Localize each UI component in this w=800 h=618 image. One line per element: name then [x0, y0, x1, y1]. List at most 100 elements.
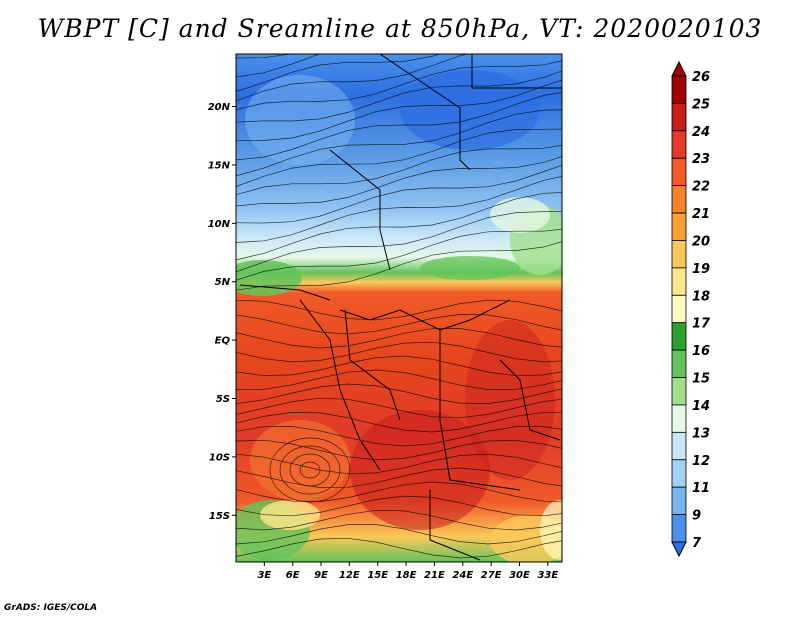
colorbar-segment — [671, 157, 687, 187]
colorbar-label: 16 — [692, 344, 710, 359]
colorbar-label: 19 — [692, 262, 710, 277]
streamline — [236, 164, 562, 224]
colorbar-label: 18 — [692, 289, 710, 304]
lat-label: 10S — [209, 452, 230, 463]
colorbar-label: 22 — [692, 180, 710, 195]
lon-label: 30E — [509, 570, 530, 581]
wbpt-field — [236, 54, 562, 562]
lon-label: 6E — [286, 570, 300, 581]
streamline — [236, 70, 562, 123]
streamline — [236, 54, 321, 78]
streamline — [236, 54, 293, 59]
streamline — [236, 314, 562, 335]
streamline — [236, 92, 562, 161]
streamline — [236, 176, 562, 243]
colorbar-label: 15 — [692, 372, 710, 387]
colorbar-label: 9 — [692, 509, 701, 524]
streamline — [236, 328, 562, 349]
streamline — [236, 109, 562, 177]
streamline — [236, 54, 469, 102]
colorbar-label: 26 — [692, 70, 710, 85]
map-frame — [235, 53, 563, 563]
lat-label: EQ — [215, 336, 231, 347]
colorbar-label: 13 — [692, 426, 710, 441]
colorbar-label: 23 — [692, 152, 710, 167]
streamline — [236, 509, 562, 531]
streamline-vortex — [269, 437, 351, 503]
streamline — [236, 54, 441, 92]
lat-label: 15S — [209, 511, 230, 522]
colorbar-segment — [671, 322, 687, 351]
colorbar-label: 14 — [692, 399, 710, 414]
colorbar-label: 24 — [692, 125, 710, 140]
streamline — [236, 397, 562, 419]
colorbar-label: 11 — [692, 481, 710, 496]
streamline-vortex — [289, 453, 331, 487]
lon-label: 27E — [481, 570, 502, 581]
streamline — [236, 192, 562, 261]
streamline — [236, 299, 562, 321]
colorbar-segment — [671, 514, 687, 543]
streamline — [236, 79, 562, 141]
colorbar-label: 25 — [692, 97, 710, 112]
colorbar-segment — [671, 75, 687, 104]
lon-label: 24E — [452, 570, 473, 581]
streamline — [236, 228, 562, 281]
colorbar-label: 17 — [692, 317, 711, 332]
colorbar-segment — [671, 294, 687, 324]
streamline — [236, 537, 562, 559]
colorbar-top-arrow — [671, 60, 687, 77]
streamline — [236, 60, 562, 110]
grads-credit: GrADS: IGES/COLA — [4, 603, 98, 613]
streamline — [236, 211, 562, 273]
lat-label: 10N — [208, 219, 231, 230]
colorbar-bottom-arrow — [671, 541, 687, 558]
colorbar-segment — [671, 185, 687, 214]
colorbar-segment — [671, 103, 687, 132]
colorbar: 26 25 24 23 22 21 20 19 18 17 16 15 14 13 12 11 9 7 — [671, 60, 711, 558]
lon-label: 18E — [396, 570, 417, 581]
streamline — [236, 383, 562, 405]
colorbar-label: 12 — [692, 454, 710, 469]
streamline-vortex — [279, 445, 341, 495]
lon-label: 9E — [314, 570, 328, 581]
colorbar-segment — [671, 459, 687, 488]
colorbar-label: 7 — [692, 536, 702, 551]
lat-label: 15N — [208, 160, 231, 171]
streamline — [236, 341, 562, 363]
lat-label: 5S — [216, 394, 230, 405]
streamline — [236, 439, 562, 461]
lon-label: 15E — [367, 570, 388, 581]
lat-label: 20N — [208, 102, 231, 113]
streamline — [236, 369, 562, 390]
colorbar-segment — [671, 431, 687, 461]
colorbar-segment — [671, 486, 687, 515]
lat-label: 5N — [215, 277, 231, 288]
streamline — [236, 241, 562, 291]
lon-label: 3E — [257, 570, 271, 581]
colorbar-segment — [671, 130, 687, 159]
streamline — [236, 128, 562, 187]
colorbar-segment — [671, 240, 687, 269]
streamline — [236, 481, 562, 502]
streamline-vortex — [299, 461, 321, 479]
streamline — [236, 467, 562, 488]
latitude-axis: 20N 15N 10N 5N EQ 5S 10S 15S — [208, 102, 236, 522]
streamline — [236, 426, 562, 447]
streamline — [236, 144, 562, 196]
colorbar-segment — [671, 349, 687, 378]
streamline — [236, 495, 562, 517]
streamline — [236, 411, 562, 433]
lon-label: 33E — [537, 570, 558, 581]
map-title: WBPT [C] and Sreamline at 850hPa, VT: 20… — [37, 14, 763, 43]
streamline — [236, 524, 562, 545]
colorbar-segment — [671, 404, 687, 433]
country-borders — [239, 54, 562, 561]
streamline — [236, 156, 562, 207]
longitude-axis: 3E 6E 9E 12E 15E 18E 21E 24E 27E 30E 33E — [257, 562, 558, 581]
colorbar-label: 21 — [692, 207, 710, 222]
colorbar-segment — [671, 267, 687, 296]
colorbar-segment — [671, 212, 687, 241]
streamlines — [236, 54, 562, 559]
